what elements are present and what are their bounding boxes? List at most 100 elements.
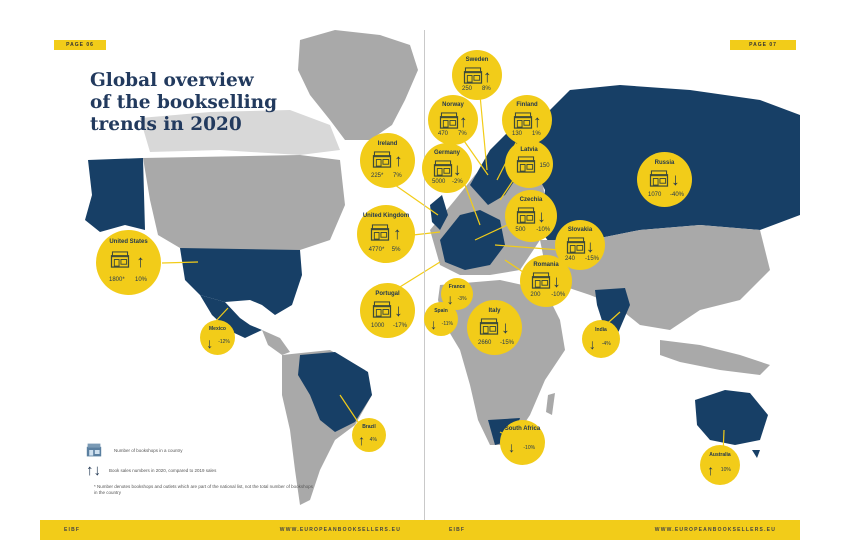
sales-change: -2% — [452, 179, 463, 185]
arrow-up-icon: ↑ — [483, 66, 492, 86]
country-bubble-united-kingdom: United Kingdom 4770* ↑ 5% — [357, 205, 415, 263]
bookshop-icon — [517, 207, 536, 224]
sales-change: -15% — [585, 256, 600, 262]
sales-change: 1% — [532, 131, 541, 137]
sales-change: -10% — [551, 292, 566, 299]
arrow-down-icon: ↓ — [508, 438, 516, 455]
country-name: Germany — [433, 150, 460, 156]
country-name: Norway — [442, 102, 464, 108]
arrow-down-icon: ↓ — [453, 159, 462, 179]
sales-change: 5% — [391, 246, 401, 253]
country-bubble-united-states: United States 1800* ↑ 10% — [96, 230, 161, 295]
footer-right-url[interactable]: WWW.EUROPEANBOOKSELLERS.EU — [654, 527, 776, 533]
arrow-up-icon: ↑ — [392, 224, 402, 244]
bookshop-icon — [372, 151, 392, 168]
bookshop-icon — [372, 301, 392, 318]
arrow-up-icon: ↑ — [533, 111, 542, 131]
alaska-shape — [85, 158, 145, 232]
arrow-down-icon: ↓ — [206, 334, 214, 351]
footer-left-url[interactable]: WWW.EUROPEANBOOKSELLERS.EU — [279, 527, 401, 533]
arrow-up-icon: ↑ — [394, 151, 403, 171]
country-name: Romania — [533, 262, 559, 269]
sales-change: 4% — [369, 436, 377, 443]
bookshop-count: 500 — [515, 227, 526, 234]
legend-sales-label: Book sales numbers in 2020, compared to … — [109, 467, 217, 473]
australia-shape — [695, 390, 768, 445]
country-bubble-sweden: Sweden 250 ↑ 8% — [452, 50, 502, 100]
central-america-shape — [262, 330, 290, 355]
arrow-down-icon: ↓ — [430, 316, 438, 333]
madagascar-shape — [546, 393, 555, 415]
up-down-arrows-icon: ↑↓ — [86, 461, 101, 479]
country-name: Australia — [709, 452, 731, 459]
bookshop-count: 1070 — [648, 191, 662, 198]
arrow-up-icon: ↑ — [358, 432, 366, 449]
title-line-3: trends in 2020 — [90, 114, 242, 135]
country-name: Russia — [654, 159, 675, 166]
bookshop-icon — [86, 443, 102, 457]
page-gutter — [424, 30, 425, 540]
sales-change: -15% — [500, 339, 515, 346]
country-name: Brazil — [362, 424, 376, 431]
arrow-down-icon: ↓ — [394, 301, 403, 321]
bookshop-icon — [439, 111, 459, 129]
se-asia-shape — [660, 340, 770, 375]
footer-right-brand: EIBF — [449, 527, 466, 533]
country-bubble-italy: Italy 2660 ↓ -15% — [467, 300, 522, 355]
country-name: Slovakia — [567, 227, 593, 233]
bookshop-count: 1000 — [371, 322, 385, 329]
country-name: Mexico — [209, 326, 226, 333]
bookshop-count: 470 — [438, 131, 449, 137]
country-bubble-russia: Russia 1070 ↓ -40% — [637, 152, 692, 207]
country-bubble-czechia: Czechia 500 ↓ -10% — [505, 190, 557, 242]
country-name: United States — [109, 239, 148, 246]
sales-change: 10% — [135, 276, 148, 283]
country-bubble-germany: Germany 5000 ↓ -2% — [422, 143, 472, 193]
sales-change: 7% — [393, 172, 402, 179]
legend-footnote: * Number denotes bookshops and outlets w… — [94, 484, 313, 495]
bookshop-icon — [513, 111, 533, 129]
bookshop-count: 240 — [565, 256, 576, 262]
country-name: Sweden — [465, 57, 489, 63]
sales-change: -17% — [393, 322, 408, 329]
bookshop-count: 250 — [462, 86, 473, 92]
bookshop-icon — [649, 170, 669, 187]
bookshop-icon — [566, 236, 586, 254]
bookshop-icon — [111, 251, 130, 269]
country-name: Latvia — [520, 146, 538, 153]
sales-change: -40% — [670, 191, 685, 198]
page-title: Global overview of the bookselling trend… — [90, 70, 320, 136]
sales-change: -4% — [601, 340, 611, 347]
arrow-down-icon: ↓ — [537, 207, 546, 227]
country-bubble-india: India ↓ -4% — [582, 320, 620, 358]
bookshop-icon — [370, 224, 389, 241]
arctic-islands-shape — [140, 110, 340, 155]
country-bubble-mexico: Mexico ↓ -12% — [200, 320, 235, 355]
arrow-up-icon: ↑ — [136, 251, 145, 271]
arrow-up-icon: ↑ — [707, 461, 715, 478]
arrow-down-icon: ↓ — [588, 335, 596, 352]
tasmania-shape — [752, 450, 760, 458]
bookshop-icon — [532, 272, 551, 289]
mexico-shape — [200, 295, 262, 338]
country-name: Czechia — [519, 197, 543, 204]
bookshop-count: 130 — [512, 131, 523, 137]
country-bubble-portugal: Portugal 1000 ↓ -17% — [360, 283, 415, 338]
bookshop-count: 5000 — [432, 179, 446, 185]
footer-left: EIBF WWW.EUROPEANBOOKSELLERS.EU — [40, 520, 425, 540]
country-name: France — [448, 283, 466, 290]
sales-change: 7% — [458, 131, 467, 137]
country-bubble-latvia: Latvia 150 — [505, 140, 553, 188]
arrow-down-icon: ↓ — [446, 291, 454, 308]
country-bubble-romania: Romania 200 ↓ -10% — [520, 255, 572, 307]
sales-change: 10% — [720, 467, 731, 473]
usa-shape — [180, 248, 302, 315]
page-tag-right: PAGE 07 — [730, 40, 796, 50]
sales-change: -11% — [441, 320, 453, 327]
title-line-1: Global overview — [90, 70, 254, 91]
arrow-up-icon: ↑ — [459, 111, 468, 131]
legend-bookshops-label: Number of bookshops in a country — [114, 447, 183, 453]
bookshop-count: 150 — [539, 162, 550, 169]
country-bubble-south-africa: South Africa ↓ -10% — [500, 420, 545, 465]
